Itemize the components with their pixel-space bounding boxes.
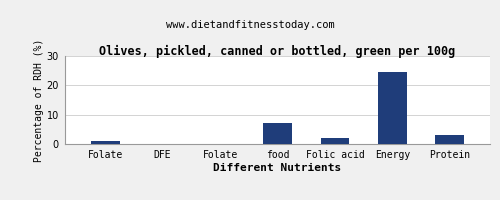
Bar bbox=[436, 135, 464, 144]
Text: www.dietandfitnesstoday.com: www.dietandfitnesstoday.com bbox=[166, 20, 334, 30]
Bar bbox=[320, 138, 350, 144]
Bar bbox=[378, 72, 406, 144]
Bar bbox=[91, 141, 120, 144]
Title: Olives, pickled, canned or bottled, green per 100g: Olives, pickled, canned or bottled, gree… bbox=[100, 45, 456, 58]
Y-axis label: Percentage of RDH (%): Percentage of RDH (%) bbox=[34, 38, 43, 162]
X-axis label: Different Nutrients: Different Nutrients bbox=[214, 163, 342, 173]
Bar bbox=[263, 123, 292, 144]
